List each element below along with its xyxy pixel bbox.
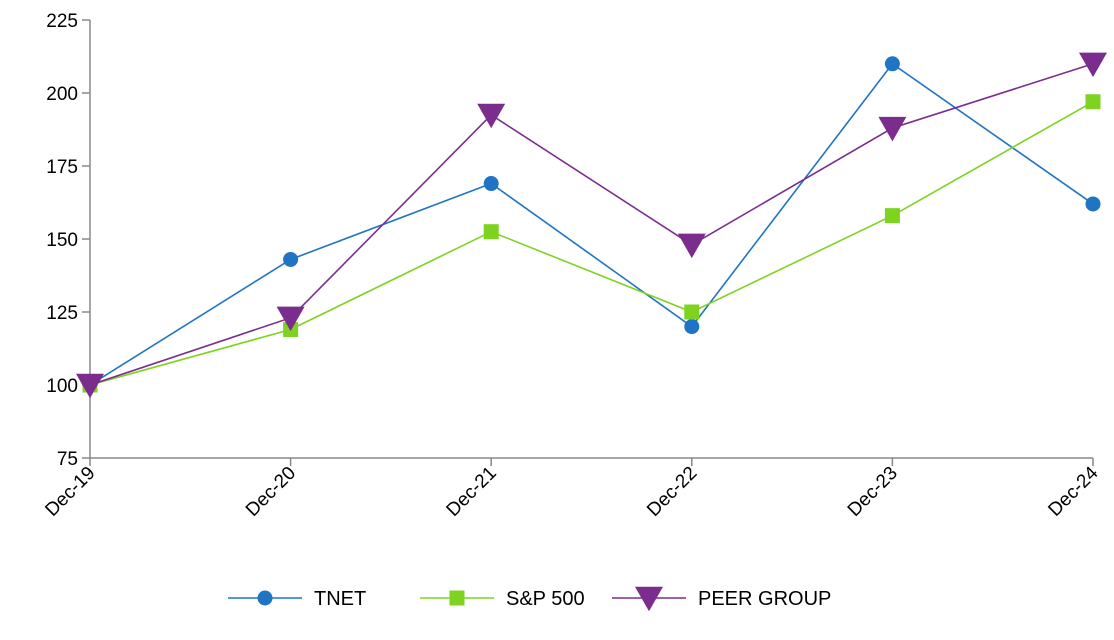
data-point [276,306,305,332]
y-tick-label: 200 [46,84,78,105]
legend-item-1: S&P 500 [420,588,585,610]
axes: 75 100 125 150 175 200 225 Dec-19 Dec-20 Dec-21 De… [41,11,1102,521]
legend-marker [635,586,663,612]
legend-item-0: TNET [228,588,366,610]
y-tick-label: 100 [46,376,78,397]
series-0 [82,56,1101,393]
data-point [1079,52,1107,78]
data-point [1085,94,1101,110]
data-point [283,251,299,267]
y-tick-label: 225 [46,11,78,32]
data-point [684,319,700,335]
data-point [76,373,104,399]
legend-item-2: PEER GROUP [612,586,831,612]
series-layer [76,52,1107,399]
data-point [677,233,706,259]
x-tick-label: Dec-24 [1044,462,1102,520]
series-line [89,63,1094,386]
x-tick-label: Dec-23 [844,463,902,521]
data-point [1085,196,1101,212]
y-tick-label: 175 [46,157,78,178]
legend-label: PEER GROUP [698,588,831,610]
y-tick-label: 125 [46,303,78,324]
y-tick-label: 75 [57,449,78,470]
legend-label: S&P 500 [506,588,585,610]
legend-marker [449,590,465,606]
data-point [477,103,506,129]
x-tick-label: Dec-22 [643,463,701,521]
data-point [483,224,499,240]
series-line [89,62,1094,386]
y-tick-label: 150 [46,230,78,251]
x-tick-label: Dec-19 [41,463,99,521]
series-line [89,101,1094,386]
series-2 [76,52,1107,399]
x-tick-label: Dec-20 [242,463,300,521]
series-1 [82,94,1101,393]
data-point [684,304,700,320]
legend-label: TNET [314,588,366,610]
x-tick-label: Dec-21 [443,463,501,521]
data-point [483,176,499,192]
data-point [884,208,900,224]
data-point [878,116,907,142]
legend-marker [257,590,273,606]
legend: TNET S&P 500 PEER GROUP [228,586,831,612]
data-point [884,56,900,72]
